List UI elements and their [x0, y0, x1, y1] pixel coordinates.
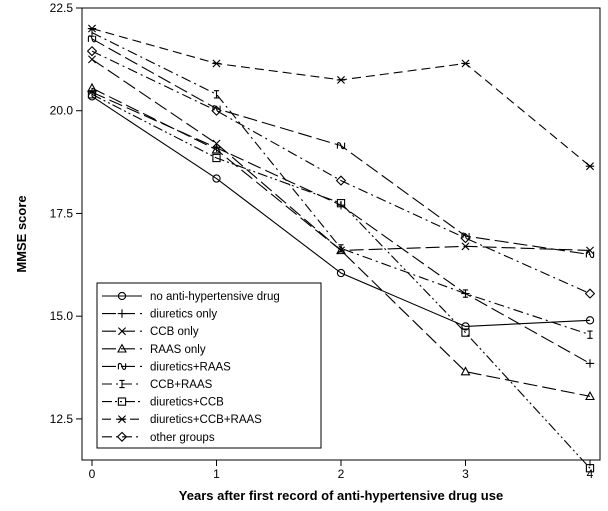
- legend-entry-label: diuretics only: [150, 309, 217, 321]
- x-tick-label: 1: [213, 467, 220, 481]
- data-point-marker: [336, 199, 346, 208]
- legend-entry-label: CCB+RAAS: [150, 379, 213, 391]
- data-point-marker: [585, 464, 595, 473]
- legend-entry-label: diuretics+CCB+RAAS: [150, 414, 262, 426]
- legend-marker: [117, 362, 127, 370]
- y-tick-label: 20.0: [50, 104, 74, 118]
- data-point-marker: [87, 24, 97, 33]
- data-point-marker: [86, 45, 98, 57]
- data-point-marker: [213, 90, 220, 99]
- y-tick-label: 15.0: [50, 309, 74, 323]
- data-point-marker: [336, 142, 346, 150]
- legend-entry-label: CCB only: [150, 326, 199, 338]
- data-point-marker: [336, 245, 346, 255]
- legend-marker: [117, 343, 127, 353]
- data-point-marker: [87, 35, 97, 43]
- series-line: [91, 95, 591, 328]
- data-point-marker: [336, 75, 346, 84]
- legend-box: [96, 282, 322, 449]
- data-point-marker: [212, 153, 221, 163]
- data-point-marker: [585, 162, 595, 171]
- y-axis-label: MMSE score: [14, 195, 29, 272]
- data-point-marker: [211, 105, 222, 116]
- legend-marker: [117, 309, 127, 318]
- series-7: [87, 90, 595, 473]
- data-point-marker: [335, 175, 347, 186]
- x-axis-label: Years after first record of anti-hyperte…: [179, 488, 503, 503]
- y-tick-label: 22.5: [50, 1, 74, 15]
- data-point-marker: [460, 232, 471, 244]
- data-point-marker: [87, 88, 97, 97]
- axis-ticks: 0 1 2 3 4 12.5 15.0 17.5 20.0 22.5: [50, 1, 594, 481]
- data-point-marker: [461, 59, 470, 68]
- legend-marker: [119, 379, 125, 389]
- data-point-marker: [87, 82, 97, 92]
- series-layer: [86, 24, 596, 473]
- x-tick-label: 2: [338, 467, 345, 481]
- series-8: [87, 24, 595, 171]
- data-point-marker: [88, 55, 96, 64]
- data-point-marker: [461, 322, 470, 331]
- data-point-marker: [212, 139, 221, 148]
- data-point-marker: [461, 242, 470, 251]
- series-line: [91, 50, 591, 295]
- data-point-marker: [585, 250, 595, 259]
- y-tick-label: 17.5: [50, 206, 74, 220]
- data-point-marker: [338, 244, 344, 253]
- series-9: [86, 45, 596, 299]
- data-point-marker: [336, 201, 346, 210]
- data-point-marker: [87, 90, 97, 99]
- data-point-marker: [461, 328, 470, 337]
- data-point-marker: [212, 174, 221, 183]
- legend-marker: [117, 415, 127, 424]
- data-point-marker: [584, 288, 596, 299]
- series-line: [91, 87, 591, 397]
- x-tick-label: 4: [587, 467, 594, 481]
- data-point-marker: [211, 144, 222, 154]
- data-point-marker: [585, 316, 595, 325]
- y-tick-label: 12.5: [50, 412, 74, 426]
- data-point-marker: [585, 390, 595, 401]
- series-4: [87, 82, 595, 401]
- legend: no anti-hypertensive drug diuretics only C…: [96, 282, 322, 449]
- legend-entry-label: no anti-hypertensive drug: [150, 291, 280, 303]
- data-point-marker: [336, 268, 346, 278]
- x-tick-label: 0: [89, 467, 96, 481]
- legend-marker: [118, 327, 126, 336]
- data-point-marker: [460, 366, 471, 376]
- data-point-marker: [212, 59, 221, 68]
- legend-entry-label: diuretics+CCB: [150, 397, 224, 409]
- data-point-marker: [587, 330, 593, 339]
- legend-marker: [117, 291, 127, 301]
- legend-entry-label: diuretics+RAAS: [150, 361, 231, 373]
- legend-entry-label: RAAS only: [150, 344, 206, 356]
- series-6: [89, 28, 593, 339]
- data-point-marker: [586, 246, 594, 255]
- data-point-marker: [585, 359, 595, 368]
- data-point-marker: [462, 289, 469, 298]
- x-tick-label: 3: [462, 467, 469, 481]
- legend-marker: [117, 397, 127, 406]
- legend-entry-label: other groups: [150, 432, 215, 444]
- series-line: [91, 93, 591, 469]
- legend-marker: [116, 431, 128, 442]
